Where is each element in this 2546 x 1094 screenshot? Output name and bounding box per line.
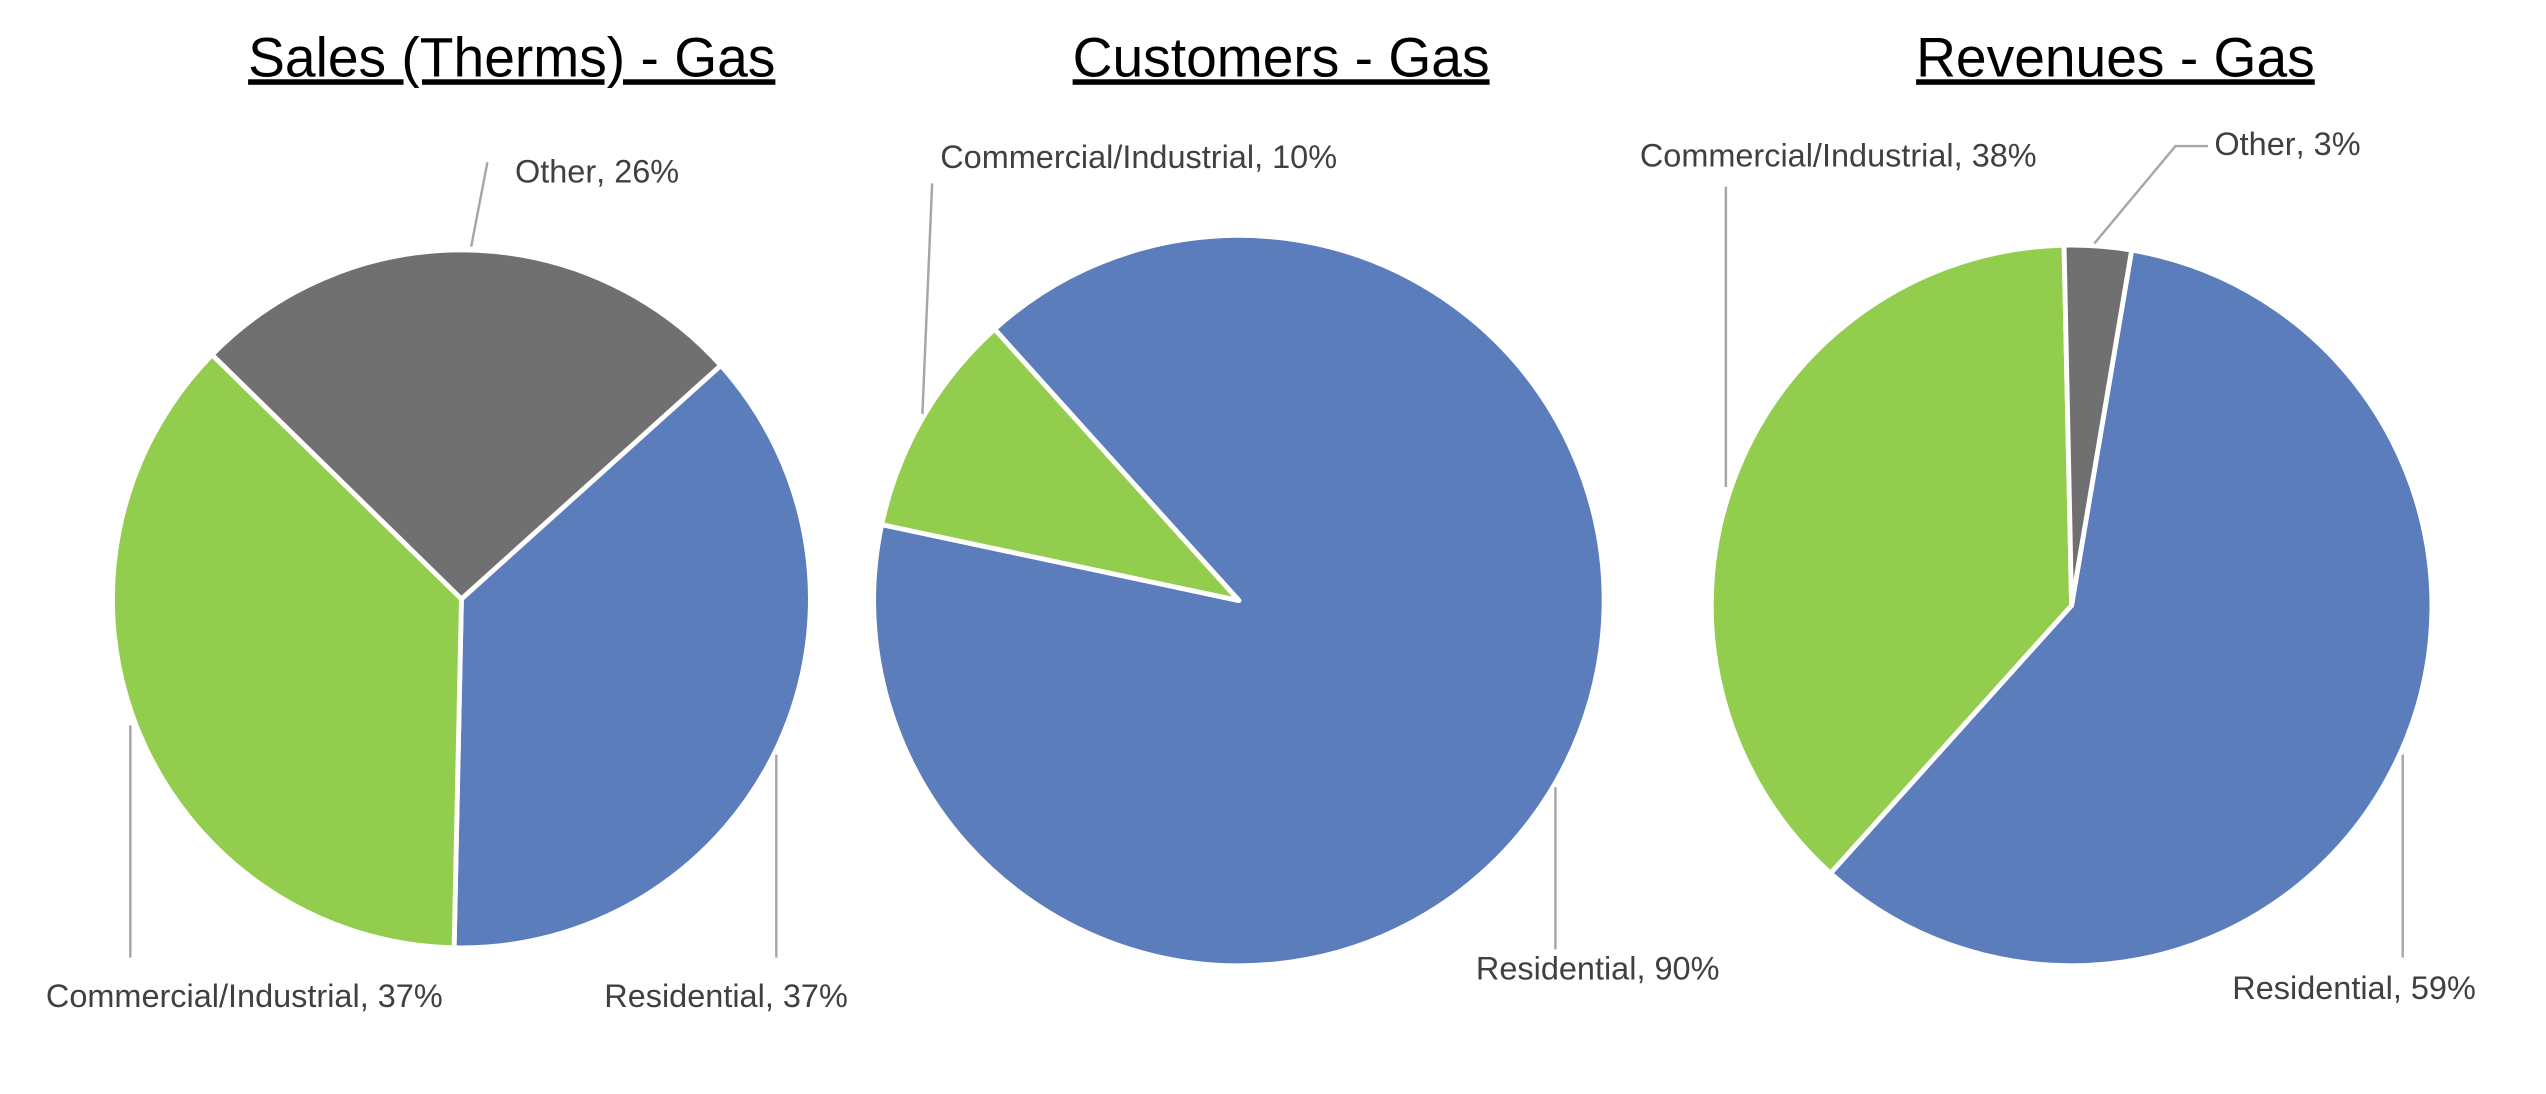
data-label-category: Residential — [2232, 970, 2393, 1006]
data-label-value: 59% — [2411, 970, 2476, 1006]
chart-title: Sales (Therms) - Gas — [248, 26, 775, 88]
data-label-category: Residential — [604, 978, 765, 1014]
pie-slice — [1828, 247, 2435, 969]
data-label: Commercial/Industrial, 37% — [46, 978, 443, 1014]
data-label-category: Residential — [1476, 950, 1637, 986]
data-label-category: Commercial/Industrial — [940, 139, 1254, 175]
leader-line — [2093, 144, 2208, 245]
data-label: Residential, 37% — [604, 978, 848, 1014]
pie-slice — [110, 352, 464, 951]
data-label-value: 37% — [783, 978, 848, 1014]
data-label-value: 38% — [1972, 137, 2037, 173]
leader-line — [469, 162, 489, 247]
data-label-category: Other — [515, 153, 596, 189]
data-label-category: Commercial/Industrial — [46, 978, 360, 1014]
data-label-value: 37% — [378, 978, 443, 1014]
pie-slice — [209, 247, 724, 602]
chart-title: Revenues - Gas — [1916, 26, 2315, 88]
pie-slice — [879, 326, 1242, 603]
pie-slice — [2061, 242, 2135, 608]
data-label-value: 26% — [614, 153, 679, 189]
data-label-category: Commercial/Industrial — [1640, 137, 1954, 173]
data-label-value: 90% — [1655, 950, 1720, 986]
pie-slice — [451, 362, 813, 951]
data-label: Residential, 59% — [2232, 970, 2476, 1006]
data-label-value: 3% — [2314, 126, 2361, 162]
data-label-value: 10% — [1272, 139, 1337, 175]
data-label-category: Other — [2214, 126, 2295, 162]
chart-title: Customers - Gas — [1073, 26, 1490, 88]
pie-slice — [1708, 242, 2075, 876]
data-label: Residential, 90% — [1476, 950, 1720, 986]
data-label: Commercial/Industrial, 38% — [1640, 137, 2037, 173]
data-label: Other, 3% — [2214, 126, 2360, 162]
data-label: Other, 26% — [515, 153, 679, 189]
data-label: Commercial/Industrial, 10% — [940, 139, 1337, 175]
leader-line — [921, 183, 934, 414]
